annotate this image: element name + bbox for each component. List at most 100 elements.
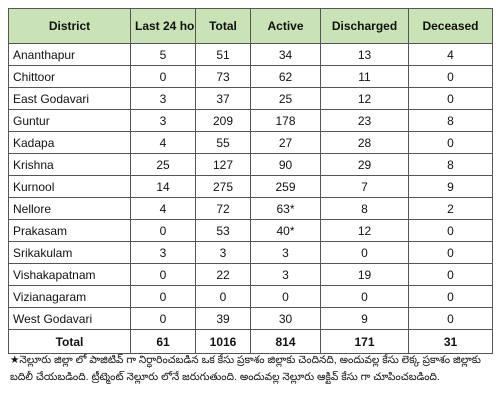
header-cell: Last 24 hours (130, 8, 196, 44)
cell: 3 (130, 109, 196, 132)
cell: 27 (250, 131, 321, 154)
cell: 8 (320, 197, 409, 220)
cell: 90 (250, 153, 321, 176)
district-cell: Krishna (8, 153, 131, 176)
cell: 8 (408, 109, 493, 132)
table-row: Kurnool 14 275 259 7 9 (8, 175, 493, 198)
cell: 12 (320, 219, 409, 242)
cell: 28 (320, 131, 409, 154)
district-cell: Prakasam (8, 219, 131, 242)
total-cell: 814 (250, 329, 321, 354)
header-cell: Active (250, 8, 321, 44)
total-cell: 31 (408, 329, 493, 354)
district-cell: Nellore (8, 197, 131, 220)
header-cell: District (8, 8, 131, 44)
cell: 3 (195, 241, 251, 264)
total-cell: Total (8, 329, 131, 354)
total-cell: 1016 (195, 329, 251, 354)
cell: 0 (408, 87, 493, 110)
cell: 0 (130, 65, 196, 88)
cell: 0 (195, 285, 251, 308)
cell: 0 (408, 285, 493, 308)
cell: 4 (130, 197, 196, 220)
district-cell: Ananthapur (8, 43, 131, 66)
cell: 30 (250, 307, 321, 330)
cell: 8 (408, 153, 493, 176)
cell: 3 (250, 241, 321, 264)
district-cell: Srikakulam (8, 241, 131, 264)
cell: 0 (130, 219, 196, 242)
header-cell: Deceased (408, 8, 493, 44)
table-row: Chittoor 0 73 62 11 0 (8, 65, 493, 88)
cell: 37 (195, 87, 251, 110)
cell: 14 (130, 175, 196, 198)
table-row: Krishna 25 127 90 29 8 (8, 153, 493, 176)
cell: 3 (130, 241, 196, 264)
total-cell: 61 (130, 329, 196, 354)
cell: 3 (130, 87, 196, 110)
table-row: Nellore 4 72 63* 8 2 (8, 197, 493, 220)
district-cell: West Godavari (8, 307, 131, 330)
cell: 7 (320, 175, 409, 198)
cell: 0 (130, 263, 196, 286)
table-row: Kadapa 4 55 27 28 0 (8, 131, 493, 154)
table-row: East Godavari 3 37 25 12 0 (8, 87, 493, 110)
cell: 0 (130, 285, 196, 308)
cell: 25 (250, 87, 321, 110)
cell: 29 (320, 153, 409, 176)
cell: 13 (320, 43, 409, 66)
table-row: West Godavari 0 39 30 9 0 (8, 307, 493, 330)
cell: 25 (130, 153, 196, 176)
cell: 4 (408, 43, 493, 66)
cell: 127 (195, 153, 251, 176)
cell: 0 (320, 241, 409, 264)
cell: 51 (195, 43, 251, 66)
cell: 5 (130, 43, 196, 66)
district-cell: East Godavari (8, 87, 131, 110)
cell: 178 (250, 109, 321, 132)
cell: 40* (250, 219, 321, 242)
cell: 4 (130, 131, 196, 154)
cell: 259 (250, 175, 321, 198)
cell: 23 (320, 109, 409, 132)
cell: 39 (195, 307, 251, 330)
cell: 0 (408, 219, 493, 242)
district-cell: Vizianagaram (8, 285, 131, 308)
total-row: Total 61 1016 814 171 31 (8, 329, 493, 354)
table-row: Srikakulam 3 3 3 0 0 (8, 241, 493, 264)
cell: 62 (250, 65, 321, 88)
cell: 19 (320, 263, 409, 286)
cell: 0 (130, 307, 196, 330)
cell: 22 (195, 263, 251, 286)
cell: 34 (250, 43, 321, 66)
district-cell: Kurnool (8, 175, 131, 198)
cell: 0 (320, 285, 409, 308)
cell: 9 (320, 307, 409, 330)
cell: 53 (195, 219, 251, 242)
table-row: Guntur 3 209 178 23 8 (8, 109, 493, 132)
cell: 0 (408, 263, 493, 286)
cell: 72 (195, 197, 251, 220)
table-row: Vizianagaram 0 0 0 0 0 (8, 285, 493, 308)
district-cell: Vishakapatnam (8, 263, 131, 286)
cell: 55 (195, 131, 251, 154)
cell: 0 (250, 285, 321, 308)
table-row: Prakasam 0 53 40* 12 0 (8, 219, 493, 242)
cell: 0 (408, 307, 493, 330)
footnote: ★నెల్లూరు జిల్లా లో పాజిటివ్ గా నిర్ధారి… (10, 354, 481, 383)
header-cell: Total (195, 8, 251, 44)
cell: 12 (320, 87, 409, 110)
cell: 209 (195, 109, 251, 132)
header-cell: Discharged (320, 8, 409, 44)
district-cell: Chittoor (8, 65, 131, 88)
cell: 0 (408, 65, 493, 88)
cell: 0 (408, 241, 493, 264)
table-body: Ananthapur 5 51 34 13 4 Chittoor 0 73 62 11 0 East G… (8, 43, 493, 354)
total-cell: 171 (320, 329, 409, 354)
cell: 275 (195, 175, 251, 198)
cell: 73 (195, 65, 251, 88)
cell: 0 (408, 131, 493, 154)
